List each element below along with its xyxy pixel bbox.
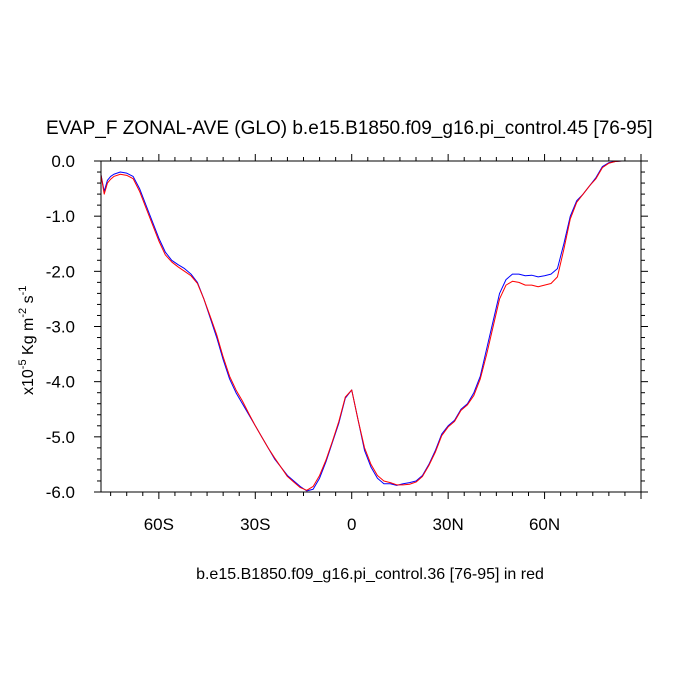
x-tick-label: 30S [240,515,270,534]
y-tick-label: -3.0 [46,318,75,337]
series-line-1 [100,160,641,492]
x-tick-label: 60S [144,515,174,534]
chart-title: EVAP_F ZONAL-AVE (GLO) b.e15.B1850.f09_g… [46,118,653,139]
x-axis: 60S 30S 0 30N 60N [110,154,642,534]
y-tick-label: 0.0 [51,152,75,171]
y-tick-label: -2.0 [46,262,75,281]
y-label-prefix: x10 [20,369,37,395]
y-tick-label: -5.0 [46,428,75,447]
y-label-exp1: -5 [17,359,29,369]
y-label-mid1: Kg m [20,318,37,360]
y-label-exp3: -1 [17,286,29,296]
x-tick-label: 60N [529,515,560,534]
series-line-2 [100,160,641,491]
x-tick-label: 0 [347,515,356,534]
plot-frame [100,160,642,493]
plot-lines [100,160,641,492]
y-tick-label: -1.0 [46,207,75,226]
y-label-exp2: -2 [17,308,29,318]
y-axis-label: x10-5 Kg m-2 s-1 [17,286,37,395]
y-axis: 0.0 -1.0 -2.0 -3.0 -4.0 -5.0 -6.0 [46,152,648,502]
y-tick-label: -4.0 [46,373,75,392]
y-tick-label: -6.0 [46,483,75,502]
x-tick-label: 30N [433,515,464,534]
x-axis-label: b.e15.B1850.f09_g16.pi_control.36 [76-95… [196,566,544,583]
y-label-mid2: s [20,295,37,307]
